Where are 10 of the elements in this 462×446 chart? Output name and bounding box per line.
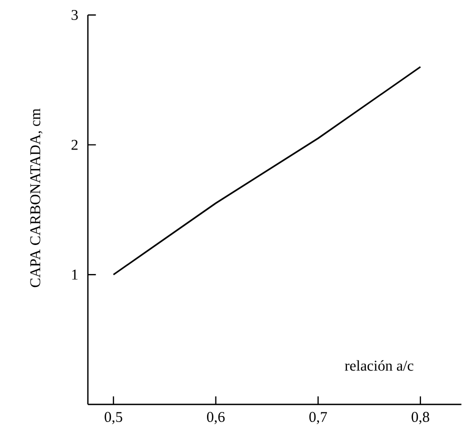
x-tick-label: 0,7 — [309, 412, 327, 424]
y-axis-title: CAPA CARBONATADA, cm — [30, 108, 42, 287]
x-axis-title: relación a/c — [344, 360, 414, 371]
x-tick-label: 0,8 — [412, 412, 430, 424]
y-tick-label: 3 — [72, 10, 78, 20]
x-tick-label: 0,6 — [207, 412, 225, 424]
y-tick-label: 2 — [72, 140, 78, 150]
line-series — [112, 66, 422, 276]
x-tick-label: 0,5 — [104, 412, 122, 424]
y-tick-label: 1 — [72, 270, 78, 280]
